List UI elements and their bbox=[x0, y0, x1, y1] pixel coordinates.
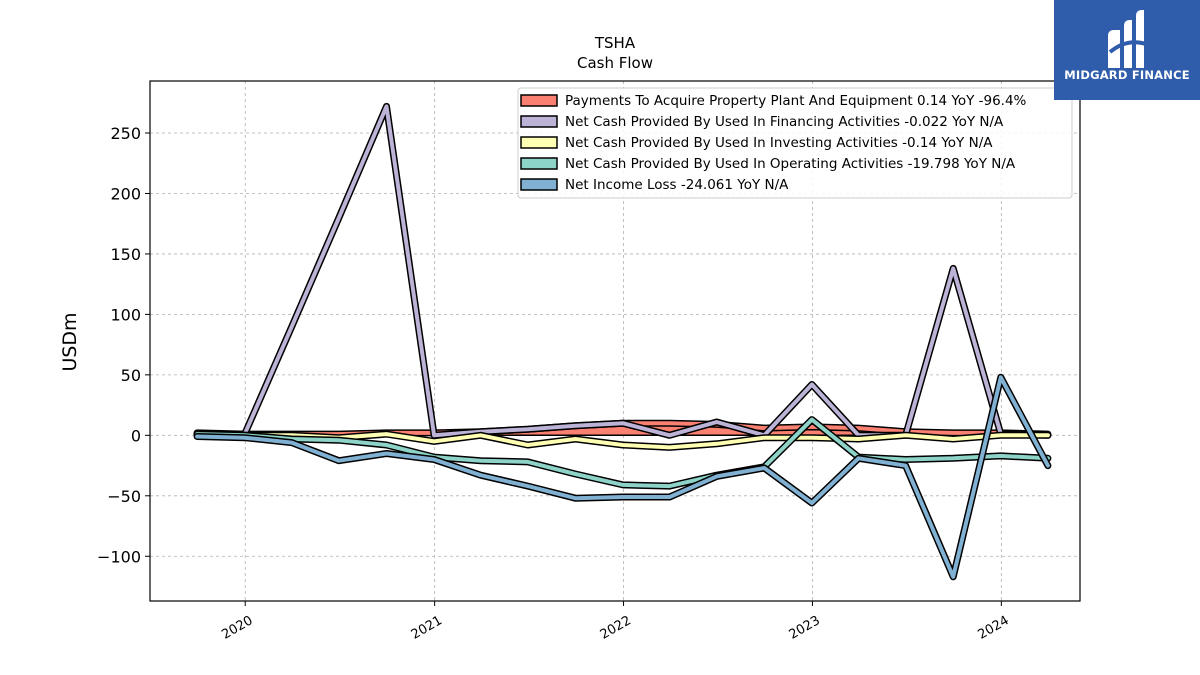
legend-label: Net Income Loss -24.061 YoY N/A bbox=[565, 177, 789, 193]
y-tick-label: 50 bbox=[121, 366, 141, 385]
chart-title: TSHA bbox=[594, 34, 636, 52]
y-tick-label: 150 bbox=[110, 245, 141, 264]
legend: Payments To Acquire Property Plant And E… bbox=[517, 87, 1073, 199]
legend-label: Payments To Acquire Property Plant And E… bbox=[565, 93, 1027, 109]
y-tick-label: 0 bbox=[131, 426, 141, 445]
series-line-4 bbox=[195, 375, 1050, 579]
legend-label: Net Cash Provided By Used In Financing A… bbox=[565, 114, 1004, 130]
x-tick-label: 2021 bbox=[409, 613, 445, 643]
x-tick-label: 2020 bbox=[219, 613, 255, 643]
x-tick-label: 2024 bbox=[976, 613, 1012, 643]
y-tick-label: −100 bbox=[97, 547, 141, 566]
y-tick-label: 200 bbox=[110, 184, 141, 203]
legend-swatch bbox=[520, 178, 558, 191]
brand-name: MIDGARD FINANCE bbox=[1064, 68, 1190, 82]
y-tick-label: 100 bbox=[110, 305, 141, 324]
axes: −100 −50 0 50 100 150 200 250 2020 2021 2022 2023 20… bbox=[97, 124, 1012, 643]
brand-logo: MIDGARD FINANCE bbox=[1054, 0, 1200, 100]
legend-label: Net Cash Provided By Used In Operating A… bbox=[565, 156, 1016, 172]
plot-frame bbox=[149, 80, 1081, 602]
legend-label: Net Cash Provided By Used In Investing A… bbox=[565, 135, 993, 151]
legend-swatch bbox=[520, 94, 558, 107]
legend-swatch bbox=[520, 115, 558, 128]
y-axis-label: USDm bbox=[59, 312, 81, 371]
legend-swatch bbox=[520, 157, 558, 170]
series-lines bbox=[193, 102, 1052, 581]
series-outline-4 bbox=[193, 373, 1052, 581]
y-tick-label: 250 bbox=[110, 124, 141, 143]
chart-subtitle: Cash Flow bbox=[577, 54, 653, 72]
series-line-3 bbox=[195, 417, 1050, 489]
x-tick-label: 2023 bbox=[787, 613, 823, 643]
legend-box bbox=[517, 87, 1073, 199]
x-tick-label: 2022 bbox=[598, 613, 634, 643]
midgard-logo-icon bbox=[1108, 10, 1147, 68]
y-tick-label: −50 bbox=[107, 487, 141, 506]
legend-swatch bbox=[520, 136, 558, 149]
